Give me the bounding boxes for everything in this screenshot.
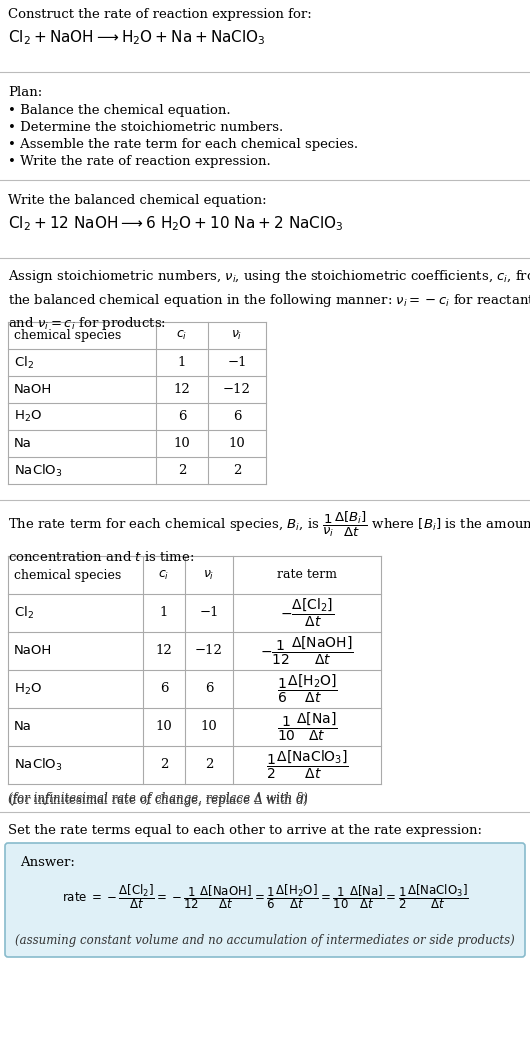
Text: 10: 10	[174, 437, 190, 450]
Text: 6: 6	[233, 410, 241, 423]
Text: rate term: rate term	[277, 569, 337, 581]
Text: Assign stoichiometric numbers, $\nu_i$, using the stoichiometric coefficients, $: Assign stoichiometric numbers, $\nu_i$, …	[8, 268, 530, 332]
Text: $\mathrm{Cl_2 + 12\ NaOH \longrightarrow 6\ H_2O + 10\ Na + 2\ NaClO_3}$: $\mathrm{Cl_2 + 12\ NaOH \longrightarrow…	[8, 214, 344, 232]
Text: 2: 2	[178, 464, 186, 477]
Text: 12: 12	[174, 383, 190, 396]
Text: 10: 10	[228, 437, 245, 450]
Text: $\dfrac{1}{6}\dfrac{\Delta[\mathrm{H_2O}]}{\Delta t}$: $\dfrac{1}{6}\dfrac{\Delta[\mathrm{H_2O}…	[277, 673, 338, 705]
Text: chemical species: chemical species	[14, 329, 121, 342]
Text: • Balance the chemical equation.: • Balance the chemical equation.	[8, 104, 231, 117]
Text: (for infinitesimal rate of change, replace Δ with δ): (for infinitesimal rate of change, repla…	[8, 792, 308, 805]
Text: • Write the rate of reaction expression.: • Write the rate of reaction expression.	[8, 155, 271, 168]
Text: Answer:: Answer:	[20, 855, 75, 869]
Text: $\mathrm{Cl_2 + NaOH \longrightarrow H_2O + Na + NaClO_3}$: $\mathrm{Cl_2 + NaOH \longrightarrow H_2…	[8, 28, 266, 47]
Text: Plan:: Plan:	[8, 86, 42, 99]
Text: Set the rate terms equal to each other to arrive at the rate expression:: Set the rate terms equal to each other t…	[8, 824, 482, 837]
Text: 1: 1	[160, 606, 168, 620]
Text: $-\dfrac{1}{12}\dfrac{\Delta[\mathrm{NaOH}]}{\Delta t}$: $-\dfrac{1}{12}\dfrac{\Delta[\mathrm{NaO…	[260, 635, 354, 667]
FancyBboxPatch shape	[5, 843, 525, 957]
Text: −1: −1	[199, 606, 219, 620]
Text: Na: Na	[14, 437, 32, 450]
Text: 10: 10	[156, 720, 172, 734]
Text: $\nu_i$: $\nu_i$	[204, 569, 215, 581]
Text: $-\dfrac{\Delta[\mathrm{Cl_2}]}{\Delta t}$: $-\dfrac{\Delta[\mathrm{Cl_2}]}{\Delta t…	[280, 597, 334, 629]
Text: • Assemble the rate term for each chemical species.: • Assemble the rate term for each chemic…	[8, 138, 358, 151]
Text: $\mathrm{Cl_2}$: $\mathrm{Cl_2}$	[14, 605, 34, 621]
Text: 2: 2	[205, 759, 213, 771]
Text: $\dfrac{1}{10}\dfrac{\Delta[\mathrm{Na}]}{\Delta t}$: $\dfrac{1}{10}\dfrac{\Delta[\mathrm{Na}]…	[277, 711, 337, 743]
Text: 1: 1	[178, 356, 186, 369]
Text: 2: 2	[160, 759, 168, 771]
Text: NaOH: NaOH	[14, 645, 52, 658]
Text: $\nu_i$: $\nu_i$	[231, 329, 243, 342]
Text: $\dfrac{1}{2}\dfrac{\Delta[\mathrm{NaClO_3}]}{\Delta t}$: $\dfrac{1}{2}\dfrac{\Delta[\mathrm{NaClO…	[266, 749, 348, 782]
Text: 6: 6	[178, 410, 186, 423]
Text: −12: −12	[195, 645, 223, 658]
Text: 10: 10	[201, 720, 217, 734]
Text: (assuming constant volume and no accumulation of intermediates or side products): (assuming constant volume and no accumul…	[15, 934, 515, 947]
Text: NaOH: NaOH	[14, 383, 52, 396]
Text: 12: 12	[156, 645, 172, 658]
Text: 2: 2	[233, 464, 241, 477]
Text: chemical species: chemical species	[14, 569, 121, 581]
Text: Construct the rate of reaction expression for:: Construct the rate of reaction expressio…	[8, 8, 312, 21]
Text: $\mathrm{H_2O}$: $\mathrm{H_2O}$	[14, 681, 42, 696]
Text: rate $= -\dfrac{\Delta[\mathrm{Cl_2}]}{\Delta t} = -\dfrac{1}{12}\dfrac{\Delta[\: rate $= -\dfrac{\Delta[\mathrm{Cl_2}]}{\…	[61, 882, 469, 911]
Text: $\mathrm{H_2O}$: $\mathrm{H_2O}$	[14, 408, 42, 424]
Text: 6: 6	[205, 683, 213, 695]
Text: $\mathrm{NaClO_3}$: $\mathrm{NaClO_3}$	[14, 463, 63, 478]
Text: $c_i$: $c_i$	[176, 329, 188, 342]
Text: $c_i$: $c_i$	[158, 569, 170, 581]
Text: −12: −12	[223, 383, 251, 396]
Text: 6: 6	[160, 683, 168, 695]
Text: The rate term for each chemical species, $B_i$, is $\dfrac{1}{\nu_i}\dfrac{\Delt: The rate term for each chemical species,…	[8, 510, 530, 565]
Text: −1: −1	[227, 356, 247, 369]
Text: $\mathrm{NaClO_3}$: $\mathrm{NaClO_3}$	[14, 756, 63, 773]
Text: Na: Na	[14, 720, 32, 734]
Text: (for infinitesimal rate of change, replace Δ with $d$): (for infinitesimal rate of change, repla…	[8, 792, 308, 809]
Text: Write the balanced chemical equation:: Write the balanced chemical equation:	[8, 194, 267, 207]
Text: • Determine the stoichiometric numbers.: • Determine the stoichiometric numbers.	[8, 121, 283, 134]
Text: $\mathrm{Cl_2}$: $\mathrm{Cl_2}$	[14, 354, 34, 371]
